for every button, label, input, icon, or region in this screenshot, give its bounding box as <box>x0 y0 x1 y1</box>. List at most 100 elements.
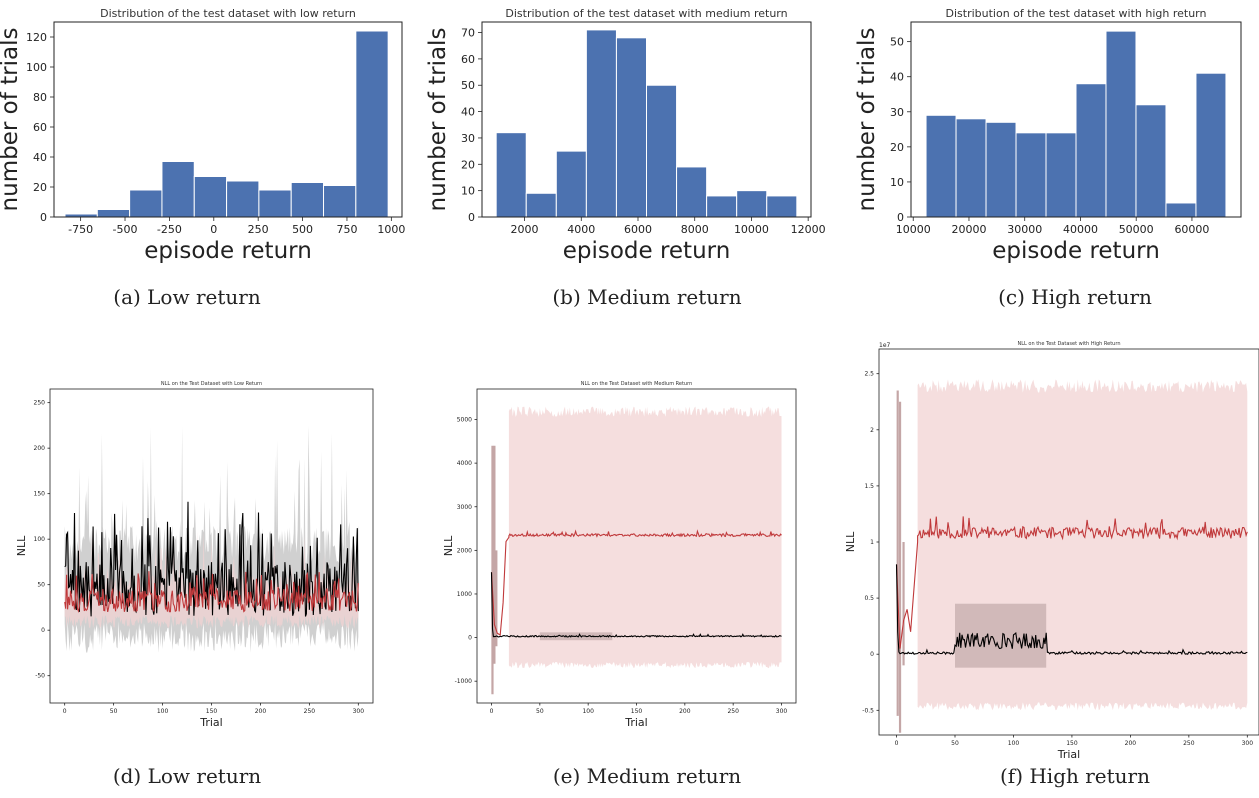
histogram-bar <box>615 37 648 218</box>
histogram-bar <box>193 176 228 218</box>
histogram-bar <box>1105 30 1137 218</box>
x-tick-label: 60000 <box>1174 223 1209 236</box>
scale-label: 1e7 <box>879 342 891 349</box>
y-tick-label: 50 <box>890 36 904 49</box>
y-axis-label: number of trials <box>0 28 23 212</box>
histogram-bar <box>1165 202 1197 218</box>
x-tick-label: 250 <box>304 708 316 715</box>
histogram-bar <box>1195 72 1227 218</box>
x-tick-label: 300 <box>353 708 365 715</box>
y-tick-label: 100 <box>26 61 47 74</box>
y-tick-label: -50 <box>35 673 45 680</box>
y-tick-label: 40 <box>33 151 47 164</box>
y-tick-label: 150 <box>34 491 46 498</box>
x-tick-label: 100 <box>582 708 594 715</box>
x-tick-label: 200 <box>255 708 267 715</box>
chart-title: Distribution of the test dataset with lo… <box>100 7 356 20</box>
chart-title: Distribution of the test dataset with hi… <box>946 7 1207 20</box>
histogram-bar <box>925 114 957 218</box>
black-series-line <box>64 501 359 617</box>
x-tick-label: 0 <box>490 708 494 715</box>
x-tick-label: 10000 <box>734 223 769 236</box>
x-axis-label: episode return <box>992 238 1160 264</box>
black-series-line <box>490 572 782 638</box>
y-tick-label: 0 <box>468 211 475 224</box>
y-axis-label: number of trials <box>425 28 451 212</box>
chart-title: NLL on the Test Dataset with High Return <box>1018 341 1121 347</box>
x-tick-label: 250 <box>248 223 269 236</box>
histogram-bar <box>129 189 163 218</box>
black-series-line <box>895 564 1248 656</box>
y-tick-label: 0 <box>40 211 47 224</box>
x-tick-label: 50 <box>110 708 118 715</box>
x-tick-label: 200 <box>679 708 691 715</box>
histogram-bar <box>1045 132 1077 218</box>
y-tick-label: 0 <box>897 211 904 224</box>
y-axis-label: NLL <box>15 535 28 556</box>
y-tick-label: 60 <box>461 53 475 66</box>
y-tick-label: 40 <box>461 106 475 119</box>
y-axis-label: NLL <box>442 535 455 556</box>
histogram-bar <box>323 185 357 218</box>
y-tick-label: -1000 <box>455 678 473 685</box>
histogram-bar <box>1075 83 1107 218</box>
y-tick-label: 120 <box>26 31 47 44</box>
plot-frame <box>910 21 1242 218</box>
y-tick-label: 0.5 <box>864 595 874 602</box>
x-axis-label: episode return <box>563 238 731 264</box>
x-tick-label: 300 <box>1242 740 1254 747</box>
chart-title: NLL on the Test Dataset with Low Return <box>161 381 262 387</box>
x-tick-label: 4000 <box>567 223 595 236</box>
x-tick-label: 500 <box>292 223 313 236</box>
y-axis-label: NLL <box>844 531 857 552</box>
y-tick-label: 20 <box>33 181 47 194</box>
y-tick-label: 2.5 <box>864 371 874 378</box>
histogram-bar <box>495 132 527 218</box>
chart-title: NLL on the Test Dataset with Medium Retu… <box>581 381 693 387</box>
x-tick-label: 250 <box>1183 740 1195 747</box>
y-tick-label: 70 <box>461 27 475 40</box>
plot-frame <box>481 21 812 218</box>
histogram-bar <box>706 195 738 218</box>
histogram-bar <box>1135 104 1167 218</box>
y-tick-label: 50 <box>461 79 475 92</box>
histogram-bar <box>525 192 557 218</box>
subfigure-caption: (e) Medium return <box>553 764 741 788</box>
x-tick-label: -500 <box>113 223 138 236</box>
y-tick-label: 40 <box>890 71 904 84</box>
y-tick-label: 1000 <box>457 591 472 598</box>
subfigure-caption: (b) Medium return <box>552 285 741 309</box>
histogram-bar <box>646 84 678 218</box>
y-tick-label: 30 <box>890 106 904 119</box>
x-tick-label: 100 <box>1008 740 1020 747</box>
x-axis-label: Trial <box>199 716 222 729</box>
y-tick-label: 100 <box>34 536 46 543</box>
red-series-line <box>895 516 1248 649</box>
x-axis-label: Trial <box>1057 748 1080 761</box>
x-tick-label: 30000 <box>1007 223 1042 236</box>
x-tick-label: 150 <box>206 708 218 715</box>
x-tick-label: 8000 <box>681 223 709 236</box>
x-tick-label: 200 <box>1125 740 1137 747</box>
histogram-bar <box>1015 132 1047 218</box>
x-tick-label: 0 <box>895 740 899 747</box>
y-tick-label: 30 <box>461 132 475 145</box>
x-tick-label: 50000 <box>1119 223 1154 236</box>
x-tick-label: 50 <box>536 708 544 715</box>
x-axis-label: Trial <box>624 716 647 729</box>
histogram-bar <box>161 161 195 218</box>
y-tick-label: -0.5 <box>862 707 874 714</box>
histogram-bar <box>955 118 987 218</box>
chart-title: Distribution of the test dataset with me… <box>505 7 787 20</box>
x-tick-label: 1000 <box>377 223 405 236</box>
y-tick-label: 10 <box>890 176 904 189</box>
y-tick-label: 20 <box>461 158 475 171</box>
subfigure-caption: (a) Low return <box>113 285 261 309</box>
y-tick-label: 20 <box>890 141 904 154</box>
x-tick-label: 20000 <box>951 223 986 236</box>
y-tick-label: 2000 <box>457 547 472 554</box>
x-axis-label: episode return <box>144 238 312 264</box>
y-tick-label: 1 <box>870 539 874 546</box>
x-tick-label: 40000 <box>1063 223 1098 236</box>
histogram-bar <box>585 29 617 218</box>
